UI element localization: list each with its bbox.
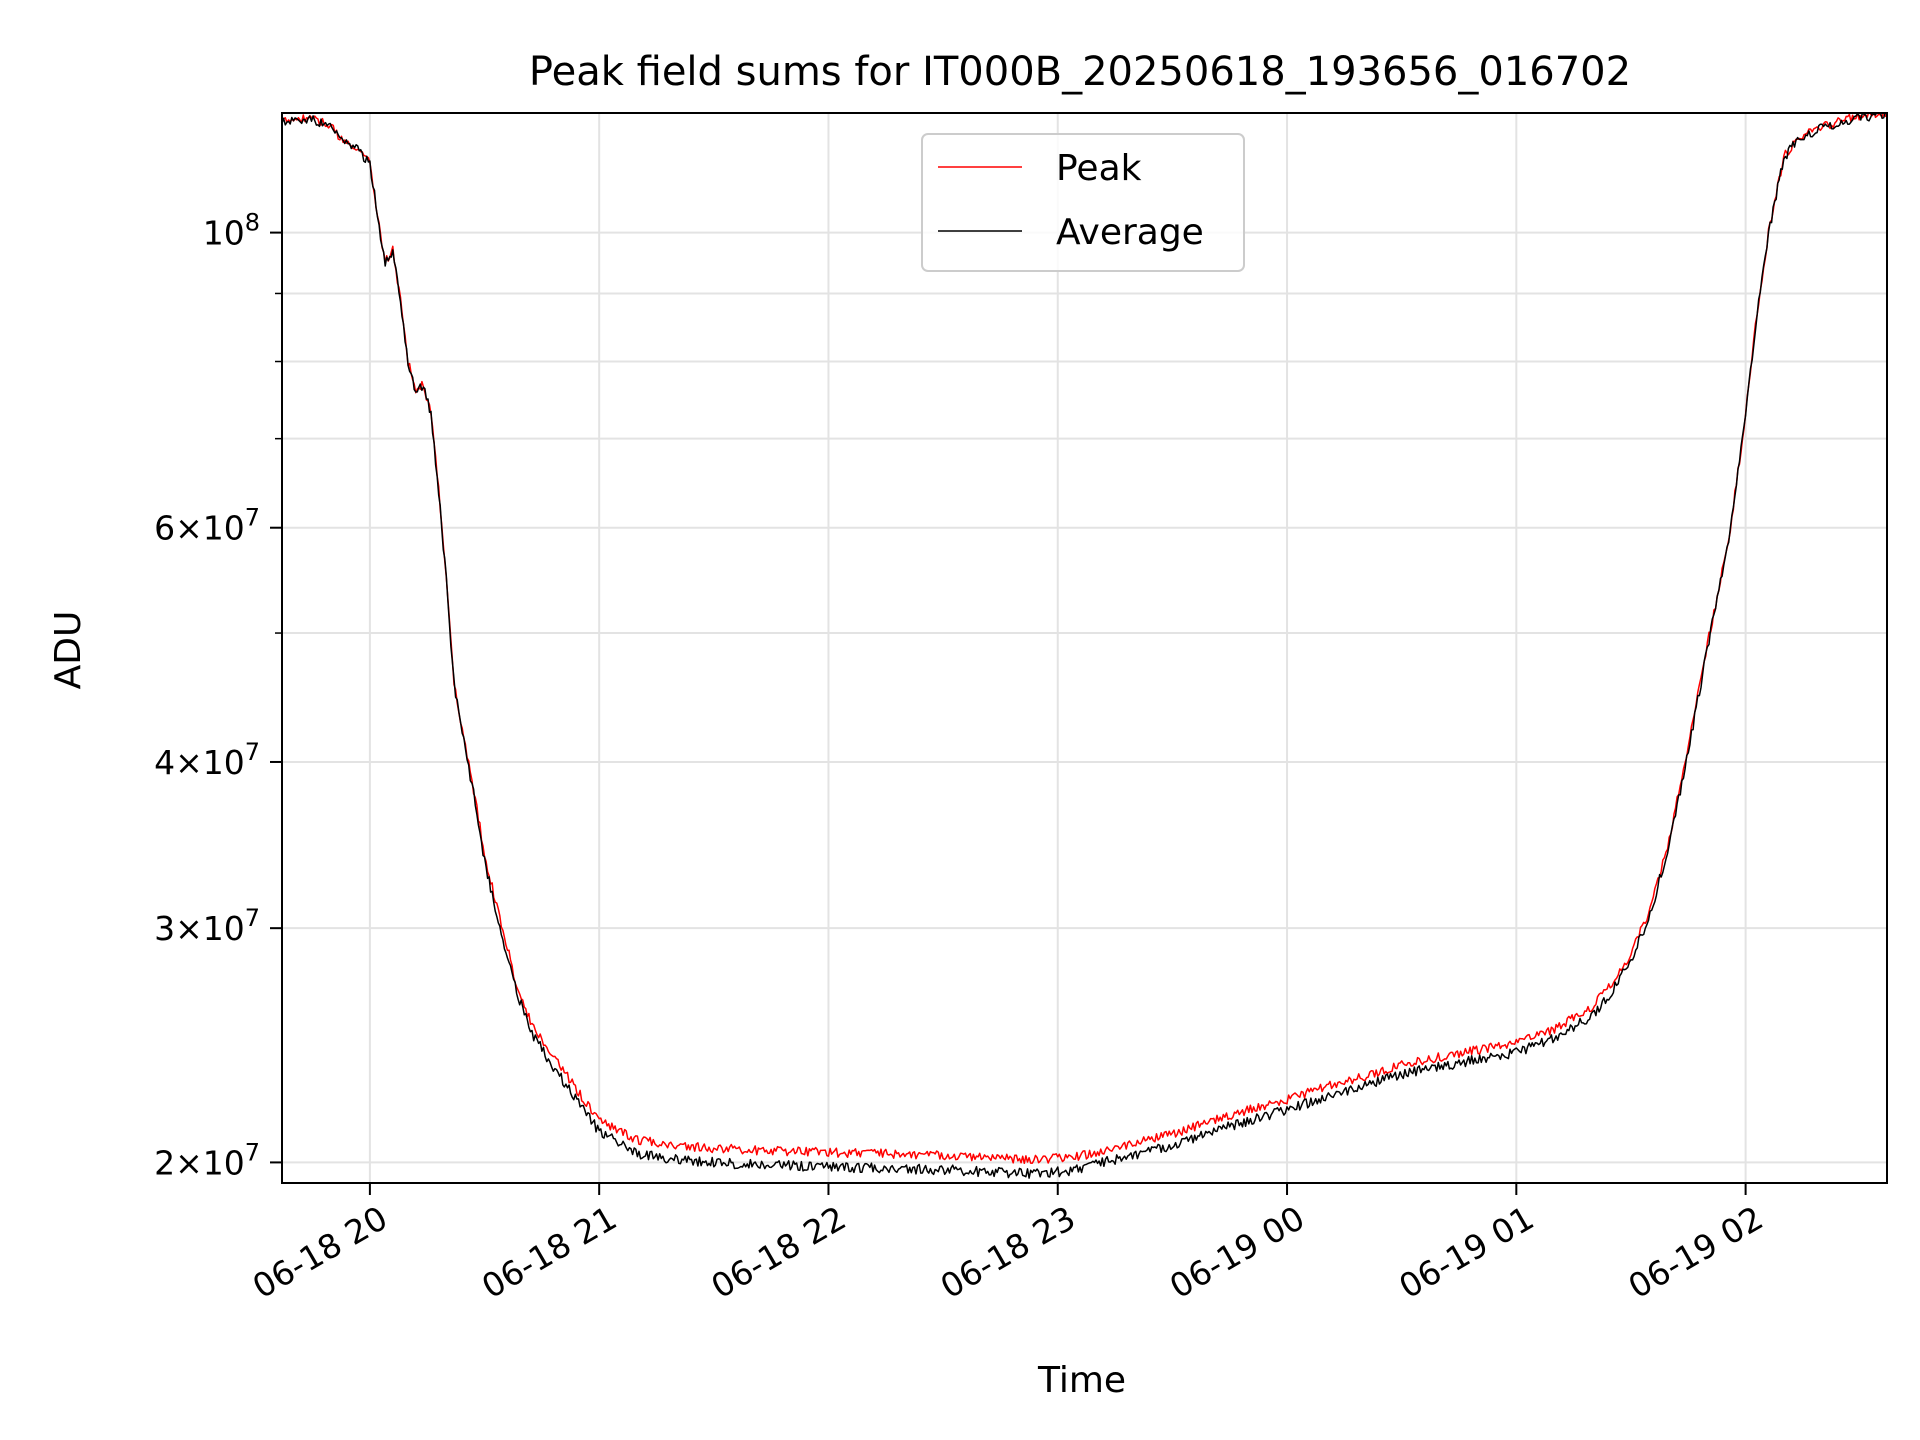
y-tick-label: 6×107	[154, 504, 260, 548]
y-axis-label: ADU	[48, 611, 89, 690]
plot-frame	[281, 112, 1888, 1184]
legend-label-average: Average	[1056, 212, 1204, 253]
series-line-peak	[282, 113, 1887, 1165]
chart-title: Peak field sums for IT000B_20250618_1936…	[529, 49, 1631, 95]
legend-label-peak: Peak	[1056, 148, 1142, 189]
legend: Peak Average	[921, 133, 1245, 272]
y-tick-label: 4×107	[154, 738, 260, 782]
x-axis-label: Time	[1037, 1360, 1126, 1401]
legend-box	[921, 133, 1245, 272]
y-tick-label: 108	[203, 209, 260, 253]
grid	[282, 113, 1887, 1183]
y-axis: 2×107 3×107 4×107 6×107 108	[154, 209, 282, 1182]
y-tick-label: 2×107	[154, 1138, 260, 1182]
series-line-average	[282, 113, 1887, 1179]
plot-lines	[282, 113, 1887, 1179]
y-tick-label: 3×107	[154, 904, 260, 948]
